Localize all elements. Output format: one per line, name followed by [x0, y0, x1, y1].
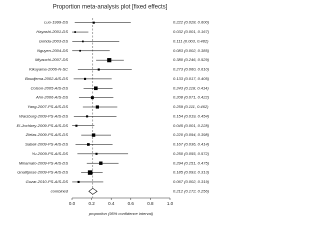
estimate-label: 0.083 (0.002, 0.385) [173, 48, 210, 53]
study-box [75, 124, 78, 127]
study-box [95, 105, 99, 109]
study-label: Gohda-2003-DS [39, 38, 68, 43]
estimate-label: 0.212 (0.172, 0.256) [173, 188, 210, 193]
study-box [95, 152, 98, 155]
x-tick-label: 0.6 [128, 201, 135, 206]
study-label: Zielas-2009-PS-AIS-DS [25, 132, 69, 137]
combined-diamond [88, 187, 98, 195]
estimate-label: 0.045 (0.001, 0.228) [173, 123, 210, 128]
study-label: Nguyen-2004-DS [37, 48, 68, 53]
study-box [87, 170, 93, 175]
estimate-label: 0.185 (0.093, 0.313) [173, 170, 210, 175]
study-label: Sabek-2009-PS-AIS-DS [25, 142, 68, 147]
study-box [87, 143, 90, 146]
x-tick-label: 0.0 [69, 201, 76, 206]
study-label: Luo-1999-DS [44, 20, 68, 25]
study-box [92, 21, 95, 24]
study-label: Colson-2005-AIS-DS [31, 85, 69, 90]
study-label: Yang-2007-PS-AIS-DS [27, 104, 68, 109]
estimate-label: 0.220 (0.094, 0.398) [173, 132, 210, 137]
study-label: Warzburg-2009-PS-AIS-DS [19, 113, 68, 118]
estimate-label: 0.208 (0.071, 0.422) [173, 95, 210, 100]
study-box [91, 133, 96, 137]
study-label: El-Jochbey-2009-PS-AIS-DS [17, 123, 69, 128]
study-box [99, 161, 103, 165]
study-box [107, 58, 112, 63]
study-label: Guzar-2010-PS-AIS-DS [26, 179, 69, 184]
estimate-label: 0.243 (0.118, 0.414) [173, 85, 209, 90]
estimate-label: 0.222 (0.028, 0.600) [173, 20, 210, 25]
study-label: combined [51, 188, 69, 193]
study-label: Minamato-2009-PS-AIS-DS [19, 160, 68, 165]
study-box [77, 180, 80, 183]
study-box [97, 68, 100, 71]
estimate-label: 0.067 (0.002, 0.319) [173, 179, 210, 184]
estimate-label: 0.111 (0.003, 0.482) [173, 38, 209, 43]
x-axis-label: proportion (95% confidence interval) [88, 211, 154, 216]
estimate-label: 0.167 (0.036, 0.414) [173, 142, 210, 147]
study-box [90, 96, 94, 100]
study-label: Yu-2009-PS-AIS-DS [32, 151, 69, 156]
chart: Proportion meta-analysis plot [fixed eff… [17, 5, 210, 216]
study-box [82, 40, 84, 43]
chart-title: Proportion meta-analysis plot [fixed eff… [53, 5, 168, 11]
study-label: Hayashi-2001-DS [36, 29, 68, 34]
x-tick-label: 1.0 [167, 201, 174, 206]
study-box [86, 115, 89, 118]
study-box [83, 77, 87, 80]
estimate-label: 0.133 (0.017, 0.405) [173, 76, 210, 81]
study-label: Boudjema-2002-AIS-DS [25, 76, 68, 81]
study-label: Miyauchi-2007-DS [35, 57, 68, 62]
study-box [94, 86, 98, 91]
x-tick-label: 0.8 [147, 201, 154, 206]
estimate-label: 0.380 (0.246, 0.529) [173, 57, 210, 62]
study-label: Kikuyama-2006-N-SC [29, 67, 68, 72]
estimate-label: 0.273 (0.060, 0.610) [173, 67, 210, 72]
study-label: Ahn-2006-AIS-DS [35, 95, 68, 100]
x-tick-label: 0.4 [108, 201, 115, 206]
estimate-label: 0.259 (0.111, 0.462) [173, 104, 209, 109]
x-tick-label: 0.2 [88, 201, 95, 206]
estimate-label: 0.294 (0.151, 0.475) [173, 160, 210, 165]
study-box [79, 49, 81, 52]
estimate-label: 0.250 (0.055, 0.572) [173, 151, 210, 156]
study-label: Gnalltpose-2009-PS-AIS-DS [17, 170, 68, 175]
study-box [74, 31, 76, 33]
estimate-label: 0.154 (0.019, 0.454) [173, 113, 210, 118]
estimate-label: 0.032 (0.001, 0.167) [173, 29, 210, 34]
